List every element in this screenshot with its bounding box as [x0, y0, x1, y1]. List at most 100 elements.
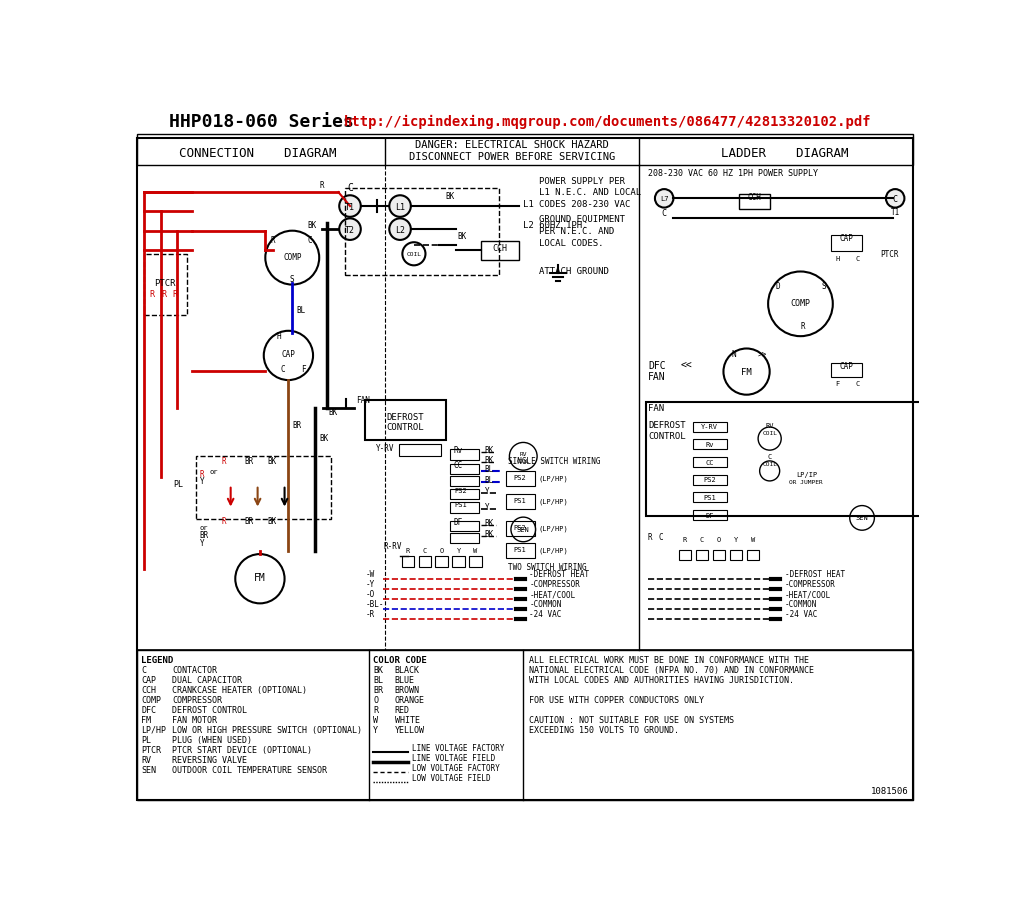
Text: R: R — [319, 181, 324, 190]
Text: BL: BL — [373, 675, 383, 684]
Text: BK: BK — [319, 433, 329, 442]
Text: (LP/HP): (LP/HP) — [539, 475, 568, 481]
Text: PS1: PS1 — [454, 502, 467, 507]
Text: PTCR: PTCR — [141, 745, 162, 754]
Bar — [831, 236, 862, 251]
Text: RV: RV — [141, 755, 152, 764]
Circle shape — [389, 219, 411, 241]
Text: -24 VAC: -24 VAC — [785, 610, 817, 619]
Text: BK: BK — [267, 457, 276, 466]
Bar — [692, 458, 727, 468]
Text: 1081506: 1081506 — [870, 786, 908, 795]
Text: BK: BK — [307, 220, 316, 229]
Text: R: R — [683, 536, 687, 543]
Text: CONNECTION    DIAGRAM: CONNECTION DIAGRAM — [179, 146, 336, 160]
Text: -Y: -Y — [366, 580, 375, 589]
Text: YELLOW: YELLOW — [394, 725, 425, 734]
Bar — [692, 423, 727, 433]
Text: >>: >> — [758, 349, 767, 358]
Bar — [692, 510, 727, 521]
Text: PTCR: PTCR — [155, 278, 176, 287]
Text: PS1: PS1 — [703, 495, 716, 500]
Bar — [451, 476, 479, 486]
Circle shape — [339, 196, 360, 218]
Text: N: N — [731, 349, 736, 358]
Text: BK: BK — [445, 192, 455, 201]
Text: PER N.E.C. AND: PER N.E.C. AND — [539, 227, 614, 236]
Text: SEN: SEN — [856, 515, 868, 520]
Text: OR JUMPER: OR JUMPER — [788, 479, 822, 485]
Text: -COMMON: -COMMON — [529, 600, 562, 609]
Text: BK: BK — [484, 518, 494, 527]
Text: R: R — [221, 457, 226, 466]
Text: C: C — [662, 209, 667, 218]
Text: LP/IP: LP/IP — [797, 471, 818, 477]
Text: -24 VAC: -24 VAC — [529, 610, 562, 619]
Bar — [469, 557, 481, 568]
Text: BK: BK — [484, 530, 494, 539]
Text: BR: BR — [373, 685, 383, 694]
Text: RV: RV — [765, 423, 774, 429]
Text: D: D — [776, 282, 780, 291]
Bar — [451, 489, 479, 499]
Text: FAN: FAN — [648, 372, 666, 382]
Text: L7: L7 — [659, 196, 669, 202]
Text: CCH: CCH — [748, 193, 761, 202]
Text: S: S — [290, 275, 295, 284]
Bar — [137, 650, 912, 801]
Text: COMP: COMP — [141, 695, 162, 704]
Text: DUAL CAPACITOR: DUAL CAPACITOR — [172, 675, 242, 684]
Text: O: O — [373, 695, 378, 704]
Text: CAP: CAP — [141, 675, 157, 684]
Bar — [451, 503, 479, 513]
Text: BLACK: BLACK — [394, 666, 420, 675]
Text: ORANGE: ORANGE — [394, 695, 425, 704]
Text: BL: BL — [484, 475, 494, 484]
Text: BK: BK — [329, 407, 338, 416]
Text: C: C — [307, 236, 312, 245]
Text: PTCR: PTCR — [880, 250, 898, 259]
Text: EXCEEDING 150 VOLTS TO GROUND.: EXCEEDING 150 VOLTS TO GROUND. — [529, 725, 679, 734]
Text: PS2: PS2 — [703, 477, 716, 483]
Text: POWER SUPPLY PER: POWER SUPPLY PER — [539, 177, 625, 186]
Text: CONTACTOR: CONTACTOR — [172, 666, 217, 675]
Text: FAN: FAN — [356, 396, 370, 405]
Text: H: H — [836, 256, 840, 262]
Text: COIL: COIL — [762, 431, 777, 435]
Bar — [730, 551, 742, 561]
Text: COMPRESSOR: COMPRESSOR — [172, 695, 222, 704]
Text: BR: BR — [245, 517, 254, 526]
Text: DFC: DFC — [648, 360, 666, 370]
Text: CODES 208-230 VAC: CODES 208-230 VAC — [539, 200, 630, 209]
Text: Y: Y — [373, 725, 378, 734]
Text: C: C — [423, 547, 427, 554]
Text: FM: FM — [141, 715, 152, 724]
Text: Y: Y — [200, 477, 205, 486]
Text: R: R — [221, 517, 226, 526]
Text: COIL: COIL — [762, 461, 777, 466]
Bar — [692, 475, 727, 485]
Text: -W: -W — [366, 570, 375, 579]
Text: BK: BK — [484, 445, 494, 454]
Text: T2: T2 — [345, 226, 355, 235]
Text: -COMPRESSOR: -COMPRESSOR — [785, 580, 836, 589]
Text: -R: -R — [366, 610, 375, 619]
Text: SEN: SEN — [141, 765, 157, 774]
Text: S: S — [821, 282, 826, 291]
Text: W: W — [473, 547, 477, 554]
Text: COIL: COIL — [517, 459, 529, 464]
Text: DANGER: ELECTRICAL SHOCK HAZARD
DISCONNECT POWER BEFORE SERVICING: DANGER: ELECTRICAL SHOCK HAZARD DISCONNE… — [409, 140, 614, 162]
Bar — [196, 457, 331, 520]
Text: CAP: CAP — [840, 234, 854, 243]
Text: LOW VOLTAGE FIELD: LOW VOLTAGE FIELD — [412, 774, 490, 783]
Text: DF: DF — [706, 512, 714, 518]
Text: RV: RV — [519, 452, 527, 456]
Text: COMP: COMP — [791, 299, 810, 307]
Text: DEFROST: DEFROST — [648, 421, 686, 430]
Text: LEGEND: LEGEND — [141, 656, 174, 664]
Text: (LP/HP): (LP/HP) — [539, 498, 568, 505]
Text: SEN: SEN — [517, 526, 529, 532]
Text: BK: BK — [484, 455, 494, 464]
Text: CONTROL: CONTROL — [648, 432, 686, 441]
Text: L1: L1 — [523, 200, 534, 209]
